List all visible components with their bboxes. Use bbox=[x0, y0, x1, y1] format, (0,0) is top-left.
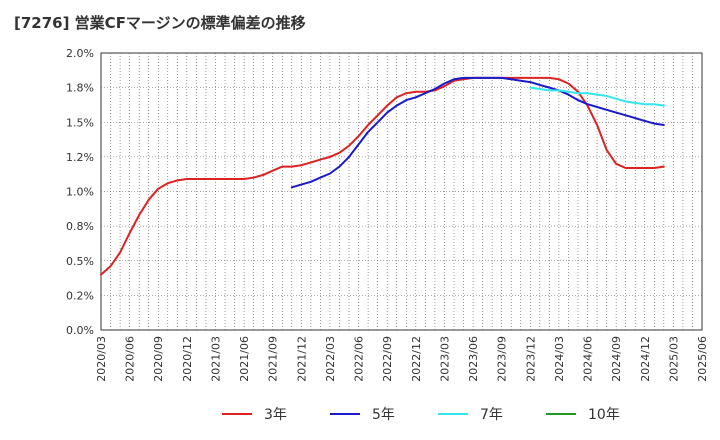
chart-title: [7276] 営業CFマージンの標準偏差の推移 bbox=[14, 14, 306, 32]
x-tick-label: 2020/06 bbox=[124, 336, 137, 382]
y-tick-label: 1.2% bbox=[66, 151, 94, 164]
x-tick-label: 2025/06 bbox=[696, 336, 709, 382]
grid bbox=[100, 52, 703, 331]
x-tick-label: 2022/12 bbox=[410, 336, 423, 382]
series-line-3 bbox=[529, 86, 665, 107]
y-tick-label: 0.0% bbox=[66, 324, 94, 337]
legend-label-4: 10年 bbox=[588, 407, 620, 423]
x-tick-label: 2024/09 bbox=[610, 336, 623, 382]
x-tick-label: 2023/03 bbox=[438, 336, 451, 382]
x-tick-label: 2020/09 bbox=[152, 336, 165, 382]
series-lines bbox=[100, 76, 665, 276]
x-tick-label: 2023/06 bbox=[467, 336, 480, 382]
y-tick-label: 1.0% bbox=[66, 186, 94, 199]
x-tick-label: 2022/09 bbox=[381, 336, 394, 382]
x-tick-label: 2020/12 bbox=[181, 336, 194, 382]
series-line-1 bbox=[100, 76, 665, 276]
x-tick-label: 2025/03 bbox=[667, 336, 680, 382]
x-tick-label: 2022/03 bbox=[324, 336, 337, 382]
legend-label-3: 7年 bbox=[480, 407, 503, 423]
x-tick-label: 2024/06 bbox=[582, 336, 595, 382]
y-tick-label: 2.0% bbox=[66, 47, 94, 60]
x-tick-label: 2023/09 bbox=[496, 336, 509, 382]
x-tick-label: 2020/03 bbox=[95, 336, 108, 382]
x-tick-label: 2023/12 bbox=[524, 336, 537, 382]
x-tick-label: 2024/12 bbox=[639, 336, 652, 382]
x-tick-label: 2022/06 bbox=[353, 336, 366, 382]
x-tick-label: 2021/06 bbox=[238, 336, 251, 382]
y-tick-label: 0.2% bbox=[66, 289, 94, 302]
x-tick-label: 2021/03 bbox=[209, 336, 222, 382]
legend: 3年 5年 7年 10年 bbox=[222, 407, 620, 423]
x-tick-label: 2024/03 bbox=[553, 336, 566, 382]
x-tick-label: 2021/12 bbox=[295, 336, 308, 382]
axes: 0.0% 0.2% 0.5% 0.8% 1.0% 1.2% 1.5% 1.8% 2.0% 2020… bbox=[66, 47, 709, 382]
y-tick-label: 0.8% bbox=[66, 220, 94, 233]
x-tick-label: 2021/09 bbox=[267, 336, 280, 382]
legend-label-1: 3年 bbox=[264, 407, 287, 423]
y-tick-label: 0.5% bbox=[66, 255, 94, 268]
y-tick-label: 1.8% bbox=[66, 82, 94, 95]
legend-label-2: 5年 bbox=[372, 407, 395, 423]
series-line-2 bbox=[290, 76, 665, 189]
y-tick-label: 1.5% bbox=[66, 116, 94, 129]
